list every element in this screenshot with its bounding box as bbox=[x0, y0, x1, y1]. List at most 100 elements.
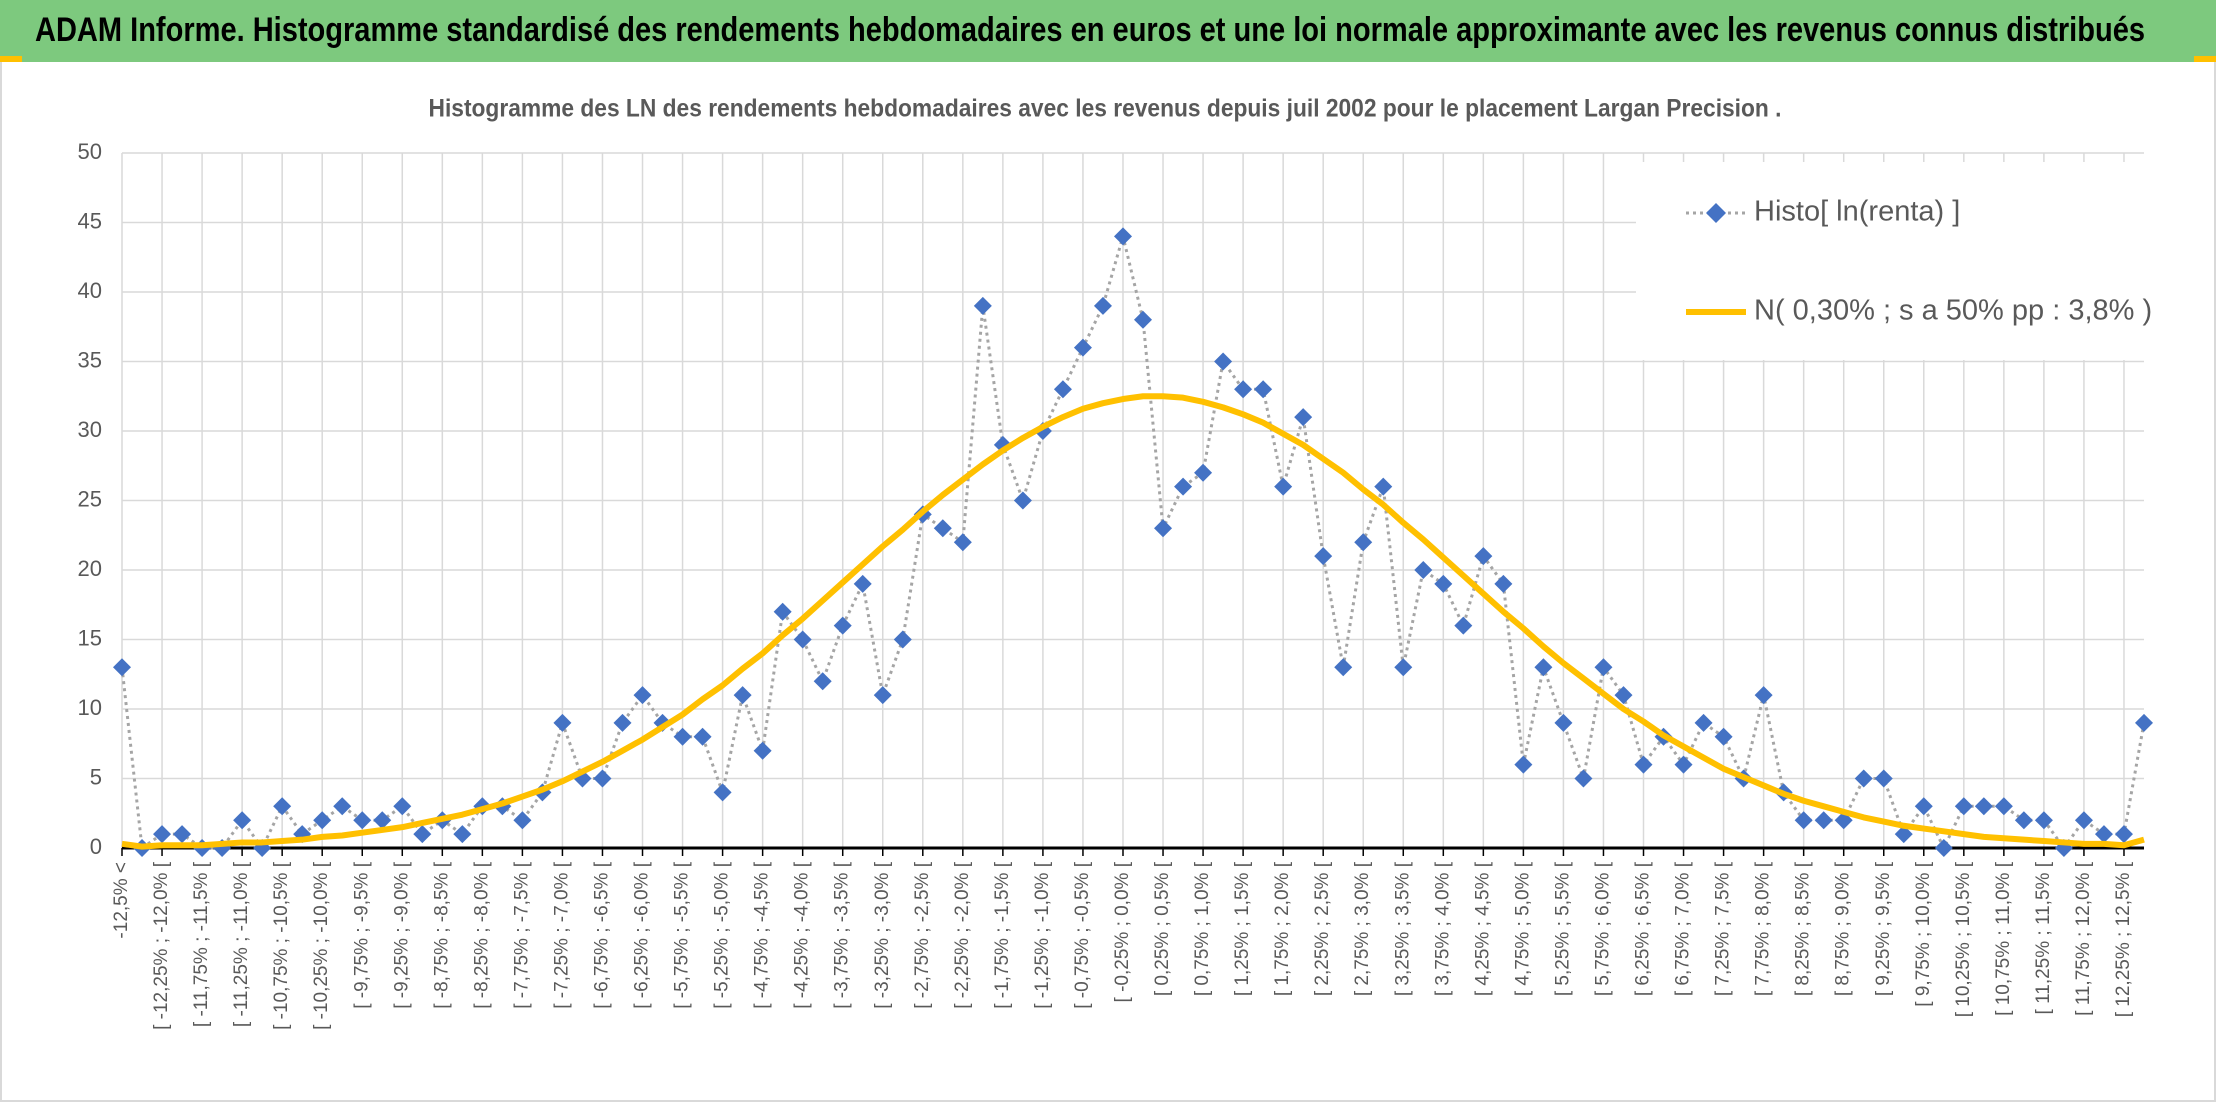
x-tick-label: [ 5,25% ; 5,5% [ bbox=[1552, 861, 1573, 996]
y-tick-label: 45 bbox=[78, 208, 102, 233]
x-tick-label: [ -12,25% ; -12,0% [ bbox=[151, 861, 172, 1030]
marker bbox=[893, 630, 912, 649]
marker bbox=[1794, 811, 1813, 830]
marker bbox=[1274, 477, 1293, 496]
x-tick-label: [ -8,25% ; -8,0% [ bbox=[471, 861, 492, 1009]
x-tick-label: [ 11,75% ; 12,0% [ bbox=[2073, 861, 2094, 1016]
marker bbox=[813, 672, 832, 691]
marker bbox=[1334, 658, 1353, 677]
x-tick-label: [ -11,25% ; -11,0% [ bbox=[231, 861, 252, 1027]
x-tick-label: [ -1,25% ; -1,0% [ bbox=[1032, 861, 1053, 1009]
legend-box bbox=[1636, 162, 2144, 360]
x-tick-label: [ 8,25% ; 8,5% [ bbox=[1793, 861, 1814, 996]
x-tick-label: [ -0,25% ; 0,0% [ bbox=[1112, 861, 1133, 1002]
marker bbox=[1134, 310, 1153, 329]
x-tick-label: [ -1,75% ; -1,5% [ bbox=[992, 861, 1013, 1009]
y-tick-label: 5 bbox=[90, 764, 102, 789]
grid bbox=[121, 152, 2144, 856]
marker bbox=[153, 825, 172, 844]
x-tick-label: [ 1,25% ; 1,5% [ bbox=[1232, 861, 1253, 996]
marker bbox=[1113, 227, 1132, 246]
marker bbox=[393, 797, 412, 816]
marker bbox=[1854, 769, 1873, 788]
plot bbox=[113, 227, 2153, 857]
marker bbox=[853, 574, 872, 593]
series-line bbox=[121, 393, 2145, 850]
x-tick-label: [ 10,75% ; 11,0% [ bbox=[1993, 861, 2014, 1016]
marker bbox=[773, 602, 792, 621]
marker bbox=[1214, 352, 1233, 371]
marker bbox=[1814, 811, 1833, 830]
x-tick-label: [ 10,25% ; 10,5% [ bbox=[1953, 861, 1974, 1017]
x-tick-label: [ 11,25% ; 11,5% [ bbox=[2033, 861, 2054, 1014]
marker bbox=[593, 769, 612, 788]
marker bbox=[1554, 713, 1573, 732]
x-tick-label: [ 2,25% ; 2,5% [ bbox=[1312, 861, 1333, 996]
marker bbox=[1053, 380, 1072, 399]
y-tick-label: 35 bbox=[78, 347, 102, 372]
x-tick-label: [ 9,75% ; 10,0% [ bbox=[1913, 861, 1934, 1006]
marker bbox=[1394, 658, 1413, 677]
y-tick-label: 30 bbox=[78, 417, 102, 442]
marker bbox=[333, 797, 352, 816]
marker bbox=[1934, 839, 1953, 857]
x-tick-label: [ 6,25% ; 6,5% [ bbox=[1633, 861, 1654, 996]
marker bbox=[1954, 797, 1973, 816]
marker bbox=[1013, 491, 1032, 510]
x-tick-label: [ 6,75% ; 7,0% [ bbox=[1673, 861, 1694, 996]
marker bbox=[833, 616, 852, 635]
header-corner bbox=[2194, 56, 2216, 62]
marker bbox=[1174, 477, 1193, 496]
marker bbox=[2094, 825, 2113, 844]
marker bbox=[1073, 338, 1092, 357]
marker bbox=[1594, 658, 1613, 677]
marker bbox=[2034, 811, 2053, 830]
x-tick-label: [ -4,75% ; -4,5% [ bbox=[752, 861, 773, 1009]
x-tick-label: [ 4,25% ; 4,5% [ bbox=[1472, 861, 1493, 996]
x-tick-label: [ 5,75% ; 6,0% [ bbox=[1592, 861, 1613, 996]
x-tick-label: [ 3,75% ; 4,0% [ bbox=[1432, 861, 1453, 996]
x-tick-label: [ 9,25% ; 9,5% [ bbox=[1873, 861, 1894, 996]
x-tick-label: [ -6,75% ; -6,5% [ bbox=[591, 861, 612, 1009]
marker bbox=[1714, 727, 1733, 746]
marker bbox=[1374, 477, 1393, 496]
marker bbox=[2014, 811, 2033, 830]
marker bbox=[113, 658, 131, 677]
marker bbox=[1434, 574, 1453, 593]
x-tick-label: [ 3,25% ; 3,5% [ bbox=[1392, 861, 1413, 996]
x-tick-label: [ 8,75% ; 9,0% [ bbox=[1833, 861, 1854, 996]
marker bbox=[1914, 797, 1933, 816]
marker bbox=[413, 825, 432, 844]
x-tick-label: -12,5% < bbox=[111, 862, 132, 939]
marker bbox=[1894, 825, 1913, 844]
marker bbox=[1994, 797, 2013, 816]
legend-label: Histo[ ln(renta) ] bbox=[1754, 196, 1960, 228]
marker bbox=[1754, 686, 1773, 705]
marker bbox=[1974, 797, 1993, 816]
y-tick-label: 0 bbox=[90, 834, 102, 859]
x-tick-label: [ -2,75% ; -2,5% [ bbox=[912, 861, 933, 1009]
legend: Histo[ ln(renta) ] N( 0,30% ; s a 50% pp … bbox=[1636, 162, 2152, 360]
marker bbox=[1694, 713, 1713, 732]
x-tick-label: [ -7,25% ; -7,0% [ bbox=[551, 861, 572, 1009]
x-tick-label: [ -10,25% ; -10,0% [ bbox=[311, 861, 332, 1030]
y-tick-label: 15 bbox=[78, 625, 102, 650]
x-tick-label: [ 7,25% ; 7,5% [ bbox=[1713, 861, 1734, 996]
y-tick-label: 20 bbox=[78, 556, 102, 581]
marker bbox=[273, 797, 292, 816]
x-tick-label: [ -4,25% ; -4,0% [ bbox=[792, 861, 813, 1009]
x-tick-label: [ 4,75% ; 5,0% [ bbox=[1512, 861, 1533, 996]
marker bbox=[513, 811, 532, 830]
marker bbox=[1414, 561, 1433, 579]
x-tick-label: [ -5,25% ; -5,0% [ bbox=[712, 861, 733, 1009]
y-tick-label: 50 bbox=[78, 139, 102, 164]
x-tick-label: [ -9,75% ; -9,5% [ bbox=[351, 861, 372, 1009]
marker bbox=[633, 686, 652, 705]
x-tick-label: [ 7,75% ; 8,0% [ bbox=[1753, 861, 1774, 996]
marker bbox=[1874, 769, 1893, 788]
x-tick-label: [ 0,25% ; 0,5% [ bbox=[1152, 861, 1173, 996]
legend-marker bbox=[1706, 203, 1726, 223]
x-tick-label: [ 0,75% ; 1,0% [ bbox=[1192, 861, 1213, 996]
x-tick-label: [ -2,25% ; -2,0% [ bbox=[952, 861, 973, 1009]
